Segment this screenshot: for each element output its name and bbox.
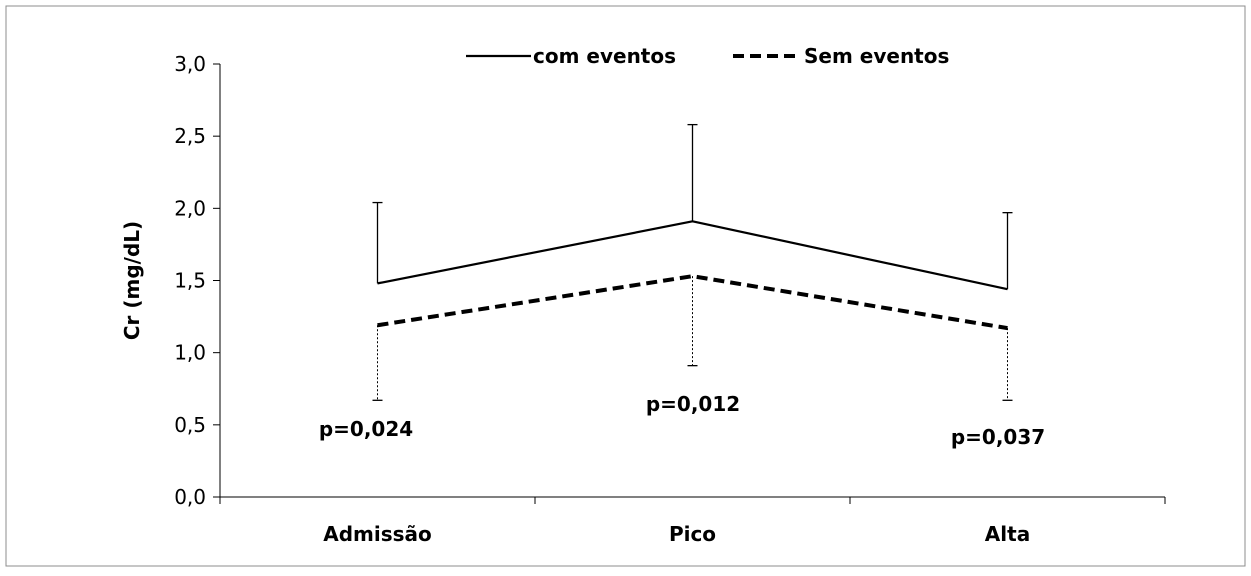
- legend-label-com-eventos: com eventos: [533, 44, 676, 68]
- legend-label-sem-eventos: Sem eventos: [804, 44, 949, 68]
- x-category-label: Admissão: [323, 522, 432, 546]
- y-tick-label: 3,0: [174, 52, 206, 76]
- y-tick-label: 0,0: [174, 485, 206, 509]
- y-tick-label: 2,0: [174, 196, 206, 220]
- y-tick-label: 0,5: [174, 413, 206, 437]
- y-tick-label: 1,0: [174, 341, 206, 365]
- p-value-annotation: p=0,012: [646, 392, 740, 416]
- series-line-com-eventos: [378, 221, 1008, 289]
- y-axis-label: Cr (mg/dL): [120, 221, 144, 340]
- series-layer: [373, 125, 1013, 401]
- y-tick-label: 1,5: [174, 269, 206, 293]
- p-value-annotation: p=0,024: [319, 417, 413, 441]
- axes: 0,0 0,5 1,0 1,5 2,0 2,5 3,0 Admissão Pico Alta Cr …: [120, 52, 1165, 546]
- labels-layer: p=0,024 p=0,012 p=0,037: [319, 392, 1045, 449]
- x-category-label: Pico: [669, 522, 716, 546]
- p-value-annotation: p=0,037: [951, 425, 1045, 449]
- x-category-label: Alta: [985, 522, 1030, 546]
- legend: com eventos Sem eventos: [466, 44, 949, 68]
- y-tick-label: 2,5: [174, 124, 206, 148]
